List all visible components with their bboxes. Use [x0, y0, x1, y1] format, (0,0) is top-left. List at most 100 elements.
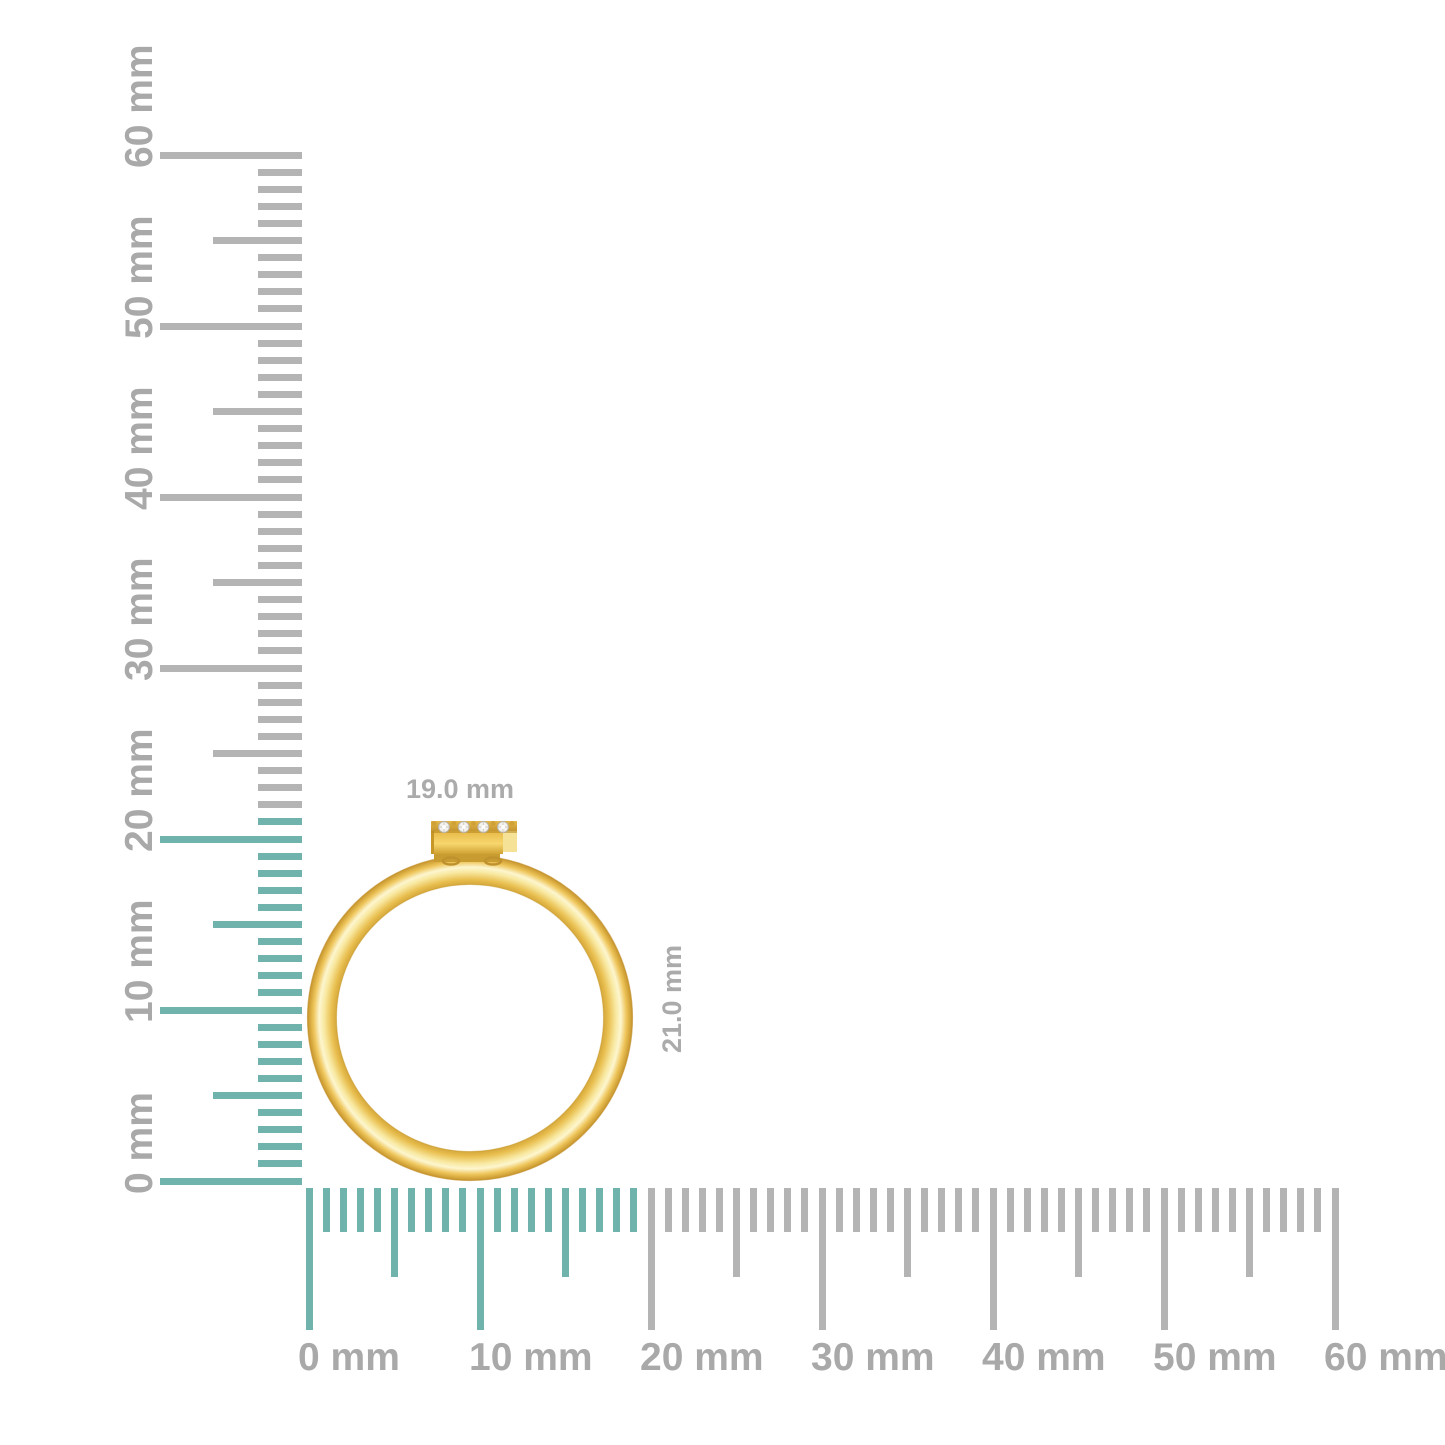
vertical-ruler-tick-24mm [258, 767, 302, 775]
horizontal-ruler-tick-31mm [835, 1188, 843, 1232]
vertical-ruler-tick-53mm [258, 271, 302, 279]
horizontal-ruler-tick-33mm [869, 1188, 877, 1232]
horizontal-ruler-tick-35mm [904, 1188, 911, 1277]
vertical-ruler-tick-3mm [258, 1126, 302, 1134]
vertical-ruler-tick-35mm [213, 579, 302, 586]
vertical-ruler-tick-54mm [258, 254, 302, 262]
horizontal-ruler-tick-37mm [938, 1188, 946, 1232]
horizontal-ruler-tick-10mm [476, 1188, 484, 1330]
head-side-face [503, 831, 517, 852]
horizontal-ruler-tick-59mm [1314, 1188, 1322, 1232]
vertical-ruler-tick-30mm [160, 664, 302, 672]
horizontal-ruler-label-0mm: 0 mm [298, 1336, 400, 1379]
horizontal-ruler-tick-17mm [596, 1188, 604, 1232]
vertical-ruler-tick-23mm [258, 784, 302, 792]
horizontal-ruler-tick-12mm [510, 1188, 518, 1232]
vertical-ruler-tick-17mm [258, 886, 302, 894]
vertical-ruler-tick-47mm [258, 373, 302, 381]
vertical-ruler-tick-29mm [258, 681, 302, 689]
horizontal-ruler-tick-3mm [356, 1188, 364, 1232]
prong-beads [431, 821, 515, 826]
horizontal-ruler-tick-22mm [681, 1188, 689, 1232]
vertical-ruler-label-60mm: 60 mm [118, 44, 161, 168]
horizontal-ruler-tick-14mm [544, 1188, 552, 1232]
vertical-ruler-tick-51mm [258, 305, 302, 313]
vertical-ruler-tick-39mm [258, 510, 302, 518]
vertical-ruler-tick-19mm [258, 852, 302, 860]
horizontal-ruler-tick-25mm [733, 1188, 740, 1277]
vertical-ruler-tick-60mm [160, 151, 302, 159]
horizontal-ruler-tick-44mm [1057, 1188, 1065, 1232]
horizontal-ruler-label-30mm: 30 mm [811, 1336, 935, 1379]
vertical-ruler-tick-43mm [258, 442, 302, 450]
vertical-ruler-tick-46mm [258, 390, 302, 398]
vertical-ruler-tick-26mm [258, 732, 302, 740]
vertical-ruler-tick-31mm [258, 647, 302, 655]
horizontal-ruler-tick-5mm [391, 1188, 398, 1277]
horizontal-ruler-tick-51mm [1177, 1188, 1185, 1232]
vertical-ruler-tick-52mm [258, 288, 302, 296]
vertical-ruler-tick-45mm [213, 408, 302, 415]
head-face [431, 831, 503, 854]
horizontal-ruler-tick-13mm [527, 1188, 535, 1232]
vertical-ruler-tick-37mm [258, 544, 302, 552]
vertical-ruler-tick-50mm [160, 322, 302, 330]
horizontal-ruler-label-20mm: 20 mm [640, 1336, 764, 1379]
horizontal-ruler-tick-45mm [1075, 1188, 1082, 1277]
horizontal-ruler-tick-34mm [886, 1188, 894, 1232]
ring-head [431, 821, 517, 866]
vertical-ruler-tick-4mm [258, 1109, 302, 1117]
vertical-ruler-tick-32mm [258, 630, 302, 638]
vertical-ruler-tick-59mm [258, 168, 302, 176]
horizontal-ruler-tick-50mm [1160, 1188, 1168, 1330]
vertical-ruler-tick-2mm [258, 1143, 302, 1151]
horizontal-ruler-tick-4mm [373, 1188, 381, 1232]
horizontal-ruler-tick-58mm [1297, 1188, 1305, 1232]
vertical-ruler-tick-6mm [258, 1074, 302, 1082]
horizontal-ruler-tick-2mm [339, 1188, 347, 1232]
vertical-ruler-tick-36mm [258, 561, 302, 569]
horizontal-ruler-tick-46mm [1092, 1188, 1100, 1232]
horizontal-ruler-tick-27mm [767, 1188, 775, 1232]
diamond [477, 821, 490, 833]
horizontal-ruler-tick-40mm [989, 1188, 997, 1330]
vertical-ruler-label-20mm: 20 mm [118, 728, 161, 852]
vertical-ruler-label-40mm: 40 mm [118, 386, 161, 510]
diamond [497, 821, 509, 833]
vertical-ruler-tick-42mm [258, 459, 302, 467]
vertical-ruler-tick-0mm [160, 1177, 302, 1185]
horizontal-ruler-tick-36mm [921, 1188, 929, 1232]
ring-image [306, 821, 634, 1182]
vertical-ruler-tick-10mm [160, 1006, 302, 1014]
band-clip-right [483, 856, 503, 866]
horizontal-ruler-label-50mm: 50 mm [1153, 1336, 1277, 1379]
horizontal-ruler-tick-54mm [1228, 1188, 1236, 1232]
horizontal-ruler-tick-60mm [1331, 1188, 1339, 1330]
head-shadow-line [431, 831, 517, 833]
head-face-edge [431, 831, 434, 854]
vertical-ruler-tick-55mm [213, 237, 302, 244]
horizontal-ruler-tick-9mm [459, 1188, 467, 1232]
horizontal-ruler-tick-53mm [1211, 1188, 1219, 1232]
diamond [438, 821, 450, 833]
vertical-ruler-tick-56mm [258, 219, 302, 227]
horizontal-ruler-tick-38mm [955, 1188, 963, 1232]
vertical-ruler-tick-38mm [258, 527, 302, 535]
horizontal-ruler-tick-55mm [1246, 1188, 1253, 1277]
horizontal-ruler-tick-7mm [425, 1188, 433, 1232]
horizontal-ruler-tick-18mm [613, 1188, 621, 1232]
vertical-ruler-tick-49mm [258, 339, 302, 347]
horizontal-ruler-label-40mm: 40 mm [982, 1336, 1106, 1379]
vertical-ruler-tick-18mm [258, 869, 302, 877]
horizontal-ruler-tick-24mm [715, 1188, 723, 1232]
vertical-ruler-label-0mm: 0 mm [118, 1092, 161, 1194]
vertical-ruler-tick-28mm [258, 698, 302, 706]
vertical-ruler-label-10mm: 10 mm [118, 899, 161, 1023]
vertical-ruler-tick-57mm [258, 202, 302, 210]
vertical-ruler-tick-13mm [258, 955, 302, 963]
vertical-ruler-tick-33mm [258, 613, 302, 621]
vertical-ruler-tick-12mm [258, 972, 302, 980]
horizontal-ruler-tick-48mm [1126, 1188, 1134, 1232]
horizontal-ruler-tick-6mm [408, 1188, 416, 1232]
